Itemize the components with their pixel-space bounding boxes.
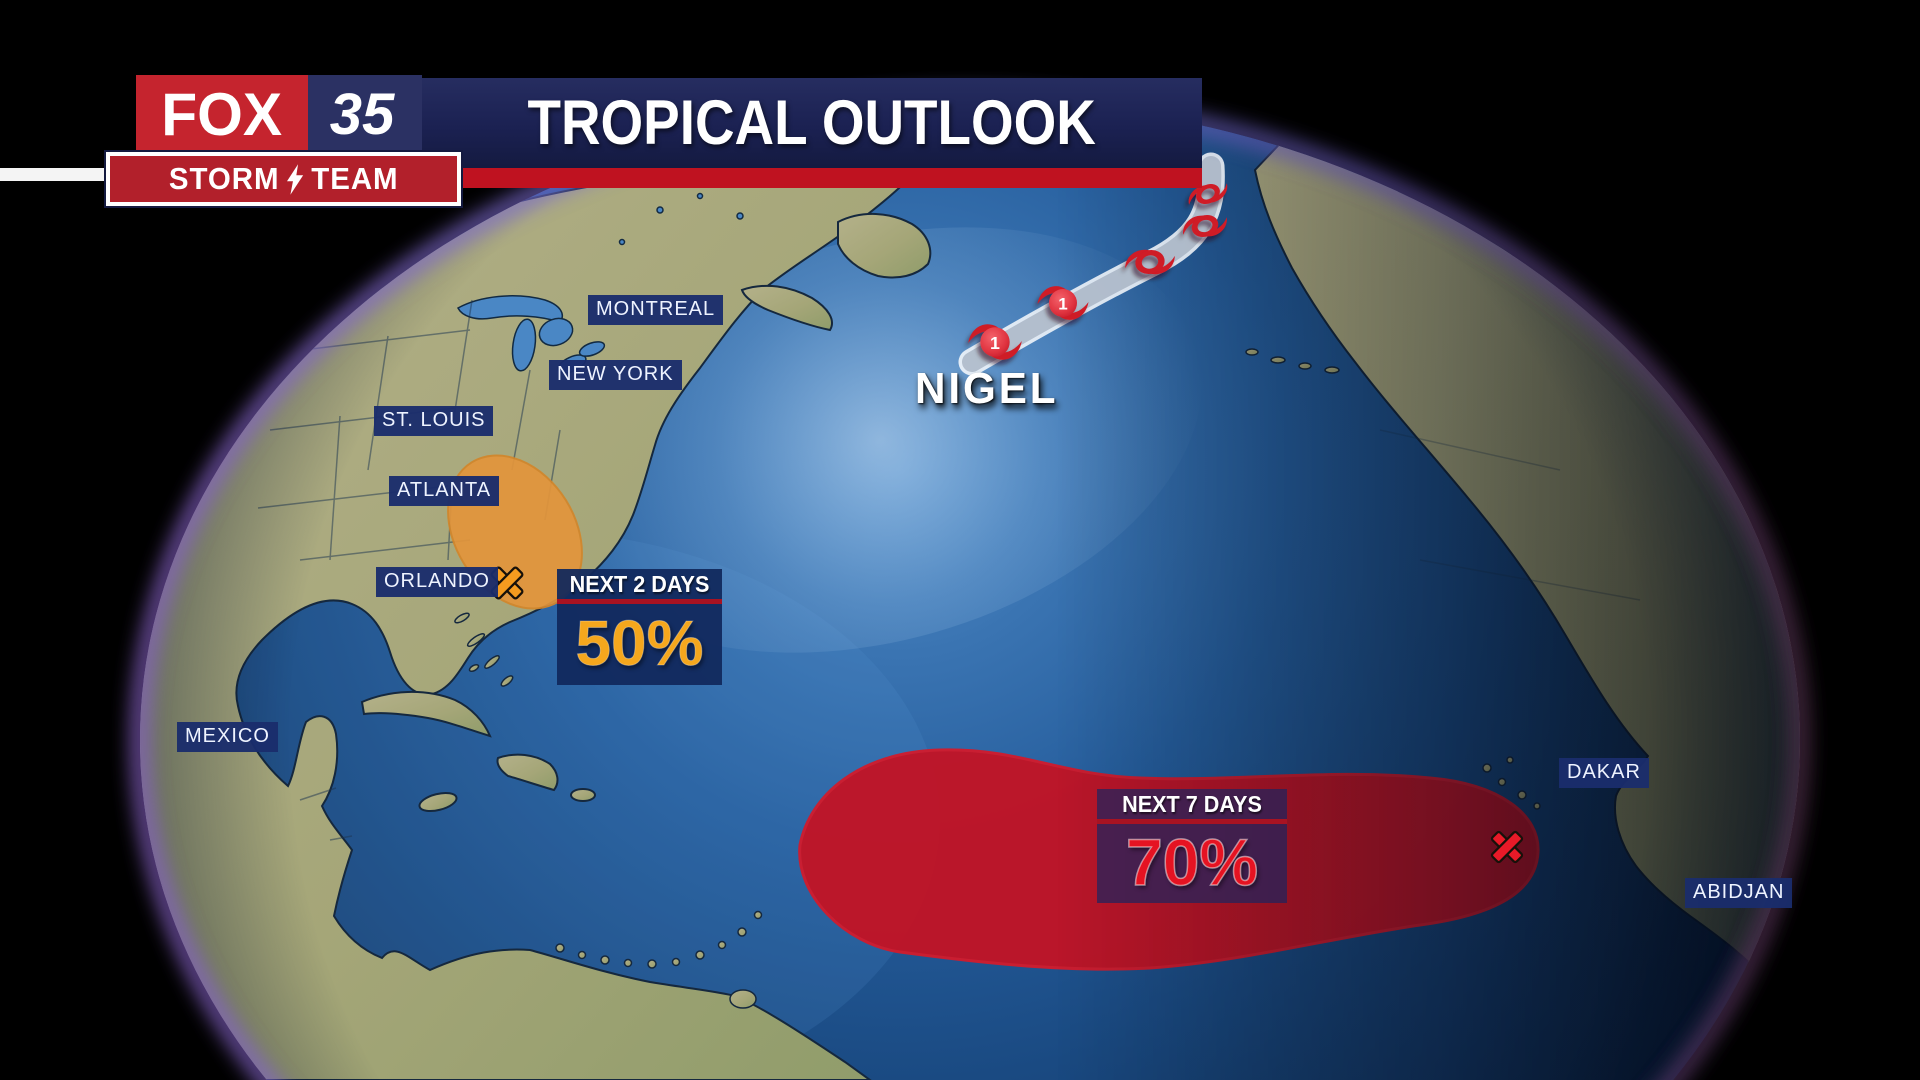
storm-team-banner: STORM TEAM (104, 150, 463, 208)
title-banner: TROPICAL OUTLOOK (422, 78, 1202, 168)
outlook-probability: 70% (1125, 825, 1259, 899)
fox-logo: FOX (136, 75, 308, 153)
map-label-new-york: NEW YORK (549, 360, 682, 390)
lightning-bolt-icon (287, 163, 304, 195)
outlook-divider (1097, 819, 1287, 824)
title-banner-red-strip (455, 168, 1202, 188)
header-accent-line (0, 168, 106, 181)
map-label-mexico: MEXICO (177, 722, 278, 752)
outlook-divider (557, 599, 722, 604)
map-label-atlanta: ATLANTA (389, 476, 500, 506)
outlook-period-label: NEXT 7 DAYS (1122, 791, 1262, 817)
network-name: FOX (161, 80, 283, 148)
channel-number-box: 35 (308, 75, 422, 153)
page-title: TROPICAL OUTLOOK (527, 88, 1097, 158)
map-label-st-louis: ST. LOUIS (374, 406, 494, 436)
map-label-abidjan: ABIDJAN (1685, 878, 1793, 908)
map-label-montreal: MONTREAL (588, 295, 724, 325)
storm-team-word1: STORM (168, 161, 280, 196)
channel-number: 35 (329, 81, 395, 147)
storm-team-word2: TEAM (311, 161, 399, 196)
outlook-box-2day: NEXT 2 DAYS 50% (557, 569, 722, 685)
outlook-probability: 50% (575, 607, 704, 679)
map-label-dakar: DAKAR (1559, 758, 1649, 788)
outlook-period-label: NEXT 2 DAYS (569, 571, 710, 597)
storm-name-label: NIGEL (915, 364, 1059, 413)
map-label-orlando: ORLANDO (376, 567, 498, 597)
outlook-box-7day: NEXT 7 DAYS 70% (1097, 789, 1287, 903)
